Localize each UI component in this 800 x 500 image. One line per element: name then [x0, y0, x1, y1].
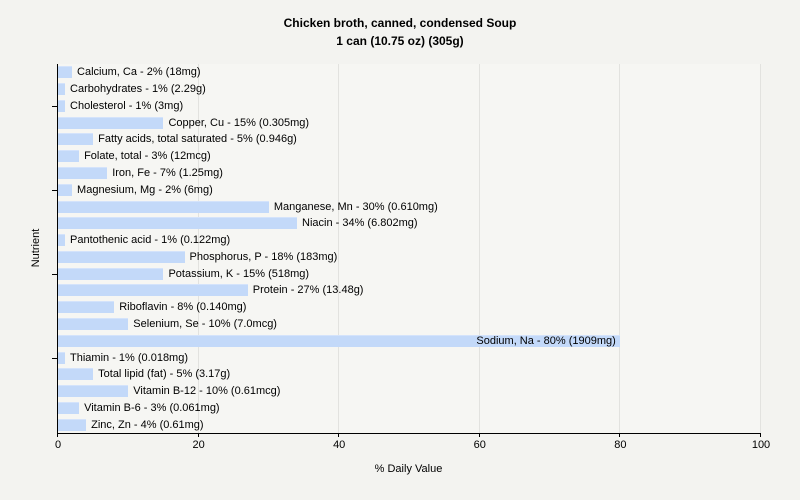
y-axis-tick [52, 189, 57, 191]
bar-label: Phosphorus, P - 18% (183mg) [189, 250, 338, 263]
x-axis-tick [619, 433, 621, 437]
bar [58, 351, 66, 364]
bar [58, 200, 269, 213]
bar-label: Zinc, Zn - 4% (0.61mg) [91, 418, 204, 431]
bar [58, 133, 94, 146]
bar [58, 385, 129, 398]
bar-label: Iron, Fe - 7% (1.25mg) [112, 167, 223, 180]
bar-label: Protein - 27% (13.48g) [252, 284, 364, 297]
chart-title: Chicken broth, canned, condensed Soup [283, 16, 517, 30]
x-axis-tick-label: 100 [751, 439, 771, 451]
bar-label: Fatty acids, total saturated - 5% (0.946… [98, 133, 297, 146]
bar-label: Cholesterol - 1% (3mg) [70, 99, 184, 112]
bar [58, 167, 108, 180]
gridline [478, 64, 480, 433]
bar [58, 217, 298, 230]
bar-label: Vitamin B-12 - 10% (0.61mcg) [133, 385, 281, 398]
x-axis-tick-label: 40 [333, 439, 346, 451]
bar-label: Calcium, Ca - 2% (18mg) [77, 66, 201, 79]
bar-label: Riboflavin - 8% (0.140mg) [119, 301, 247, 314]
bar-label: Thiamin - 1% (0.018mg) [70, 351, 189, 364]
bar [58, 317, 129, 330]
x-axis-tick-label: 20 [192, 439, 205, 451]
bar-label: Magnesium, Mg - 2% (6mg) [77, 183, 213, 196]
x-axis-tick-label: 0 [54, 439, 62, 451]
bar-label: Vitamin B-6 - 3% (0.061mg) [84, 401, 220, 414]
x-axis-tick [478, 433, 480, 437]
bar-label: Carbohydrates - 1% (2.29g) [70, 83, 206, 96]
x-axis-tick-label: 80 [614, 439, 627, 451]
bar [58, 116, 164, 129]
chart-subtitle: 1 can (10.75 oz) (305g) [336, 34, 464, 48]
x-axis-tick [760, 433, 761, 437]
bar [58, 284, 248, 297]
bar [58, 183, 73, 196]
x-axis-label: % Daily Value [374, 463, 443, 475]
bar-label: Total lipid (fat) - 5% (3.17g) [98, 368, 231, 381]
bar [58, 150, 80, 163]
bar [58, 301, 115, 314]
x-axis-tick [197, 433, 199, 437]
y-axis-tick [52, 273, 57, 275]
bar-label: Manganese, Mn - 30% (0.610mg) [273, 200, 438, 213]
bar [58, 83, 66, 96]
y-axis-label: Nutrient [30, 228, 42, 268]
gridline [619, 64, 621, 433]
x-axis-tick [57, 433, 58, 437]
bar [58, 334, 621, 347]
bar-label: Selenium, Se - 10% (7.0mcg) [133, 317, 277, 330]
bar [58, 234, 66, 247]
y-axis-tick [52, 105, 57, 107]
bar [58, 267, 164, 280]
bar-label: Potassium, K - 15% (518mg) [168, 267, 310, 280]
plot-area: 0 20 40 60 80 100 Calcium, Ca - 2% (18mg) Carbo… [52, 64, 770, 451]
y-axis-tick [52, 357, 57, 359]
gridline [338, 64, 340, 433]
bar-label: Niacin - 34% (6.802mg) [302, 217, 418, 230]
bar-label: Folate, total - 3% (12mcg) [84, 150, 211, 163]
bar-label: Pantothenic acid - 1% (0.122mg) [70, 234, 231, 247]
bar [58, 401, 80, 414]
bar [58, 66, 73, 79]
bar [58, 99, 66, 112]
gridline [197, 64, 199, 433]
x-axis-tick [338, 433, 340, 437]
bar [58, 250, 185, 263]
x-axis-tick-label: 60 [473, 439, 486, 451]
bar [58, 418, 87, 431]
bar-label: Copper, Cu - 15% (0.305mg) [168, 116, 310, 129]
bar-label: Sodium, Na - 80% (1909mg) [476, 334, 616, 347]
gridline [760, 64, 761, 433]
bar [58, 368, 94, 381]
